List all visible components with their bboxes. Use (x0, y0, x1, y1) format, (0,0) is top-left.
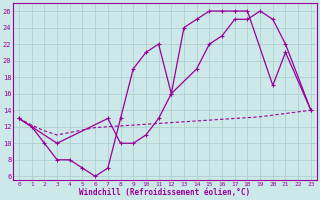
X-axis label: Windchill (Refroidissement éolien,°C): Windchill (Refroidissement éolien,°C) (79, 188, 251, 197)
